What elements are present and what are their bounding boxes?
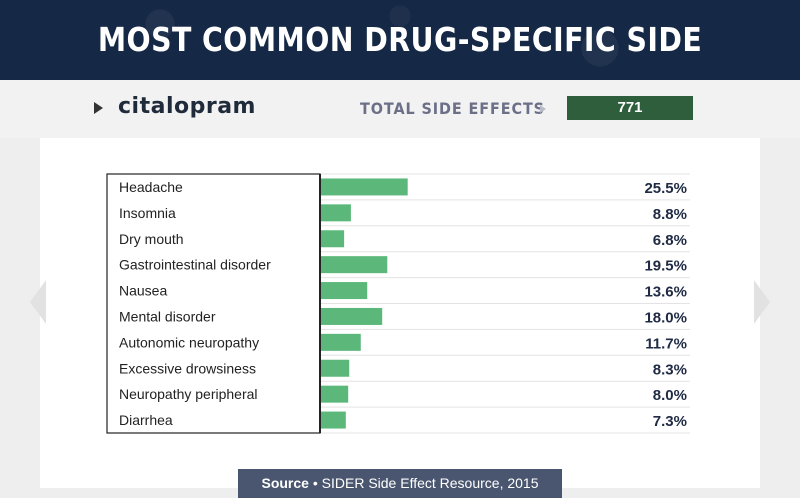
category-label: Insomnia [119, 205, 176, 221]
value-label: 18.0% [644, 309, 687, 326]
category-label: Excessive drowsiness [119, 360, 256, 376]
source-label: Source [261, 475, 309, 491]
play-icon[interactable] [94, 102, 103, 114]
value-label: 25.5% [644, 180, 687, 197]
bar [321, 307, 383, 325]
source-text: SIDER Side Effect Resource, 2015 [321, 475, 539, 491]
bar [321, 333, 361, 351]
category-label: Headache [119, 179, 183, 195]
value-label: 8.0% [653, 387, 687, 404]
source-footer: Source • SIDER Side Effect Resource, 201… [238, 469, 562, 498]
chart-panel [40, 138, 760, 488]
bar [321, 411, 346, 429]
drug-name: citalopram [118, 94, 256, 119]
value-label: 8.8% [653, 206, 687, 223]
category-label: Neuropathy peripheral [119, 386, 258, 402]
total-side-effects-label: TOTAL SIDE EFFECTS [360, 99, 545, 118]
category-label: Nausea [119, 283, 167, 299]
chevron-right-icon [540, 105, 546, 113]
category-label: Dry mouth [119, 231, 184, 247]
drug-bar: citalopram TOTAL SIDE EFFECTS 771 [0, 80, 800, 138]
bar [321, 178, 408, 196]
value-label: 11.7% [645, 335, 687, 352]
category-label: Mental disorder [119, 308, 216, 324]
bar [321, 385, 349, 403]
category-label: Gastrointestinal disorder [119, 257, 271, 273]
bar [321, 230, 345, 248]
category-label: Autonomic neuropathy [119, 334, 259, 350]
value-label: 8.3% [653, 361, 687, 378]
bar [321, 359, 350, 377]
value-label: 6.8% [653, 232, 687, 249]
bar [321, 204, 351, 222]
source-separator: • [312, 475, 318, 491]
value-label: 7.3% [653, 413, 687, 430]
value-label: 13.6% [644, 284, 687, 301]
next-arrow-icon[interactable] [754, 280, 770, 324]
previous-arrow-icon[interactable] [30, 280, 46, 324]
bar [321, 256, 388, 274]
category-label: Diarrhea [119, 412, 173, 428]
total-side-effects-value: 771 [567, 96, 693, 120]
value-label: 19.5% [644, 258, 687, 275]
bar [321, 282, 368, 300]
